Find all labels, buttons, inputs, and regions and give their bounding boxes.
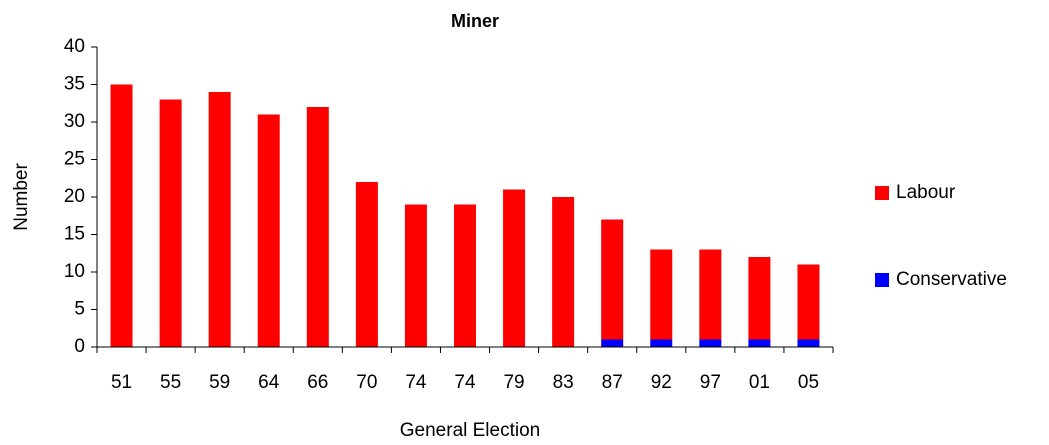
y-tick-label: 15 [64,224,85,245]
bar-segment [208,92,231,347]
bar-segment [748,339,771,347]
bar-segment [797,264,820,340]
x-tick-label: 66 [307,372,328,393]
y-tick-label: 25 [64,149,85,170]
bar-segment [159,99,182,347]
bar-segment [699,249,722,340]
legend-swatch [875,273,889,287]
y-axis-label: Number [11,163,32,231]
y-tick-label: 0 [74,336,85,357]
chart-title: Miner [451,11,499,31]
bar-segment [110,84,133,347]
x-tick-label: 01 [749,372,770,393]
x-tick-label: 55 [160,372,181,393]
bar-segment [503,189,526,347]
bar-segment [454,204,476,347]
bar-segment [552,197,575,347]
legend-label: Labour [896,182,956,203]
bar-segment [650,249,673,340]
x-axis-label: General Election [400,420,540,441]
y-tick-label: 10 [64,261,85,282]
x-tick-label: 59 [209,372,230,393]
bar-segment [404,204,427,347]
y-tick-label: 30 [64,111,85,132]
legend-swatch [875,186,889,200]
x-tick-label: 70 [356,372,377,393]
y-tick-label: 5 [74,299,85,320]
bar-segment [699,339,722,347]
x-tick-label: 51 [111,372,132,393]
bar-segment [257,114,280,347]
y-tick-label: 35 [64,74,85,95]
y-tick-label: 20 [64,186,85,207]
bar-segment [355,182,378,347]
x-tick-label: 64 [258,372,280,393]
y-tick-label: 40 [64,36,85,57]
legend-label: Conservative [896,269,1007,290]
bar-segment [650,339,673,347]
x-tick-label: 79 [503,372,524,393]
x-tick-label: 97 [700,372,721,393]
bar-segment [601,219,624,340]
x-tick-label: 05 [798,372,819,393]
x-tick-label: 74 [405,372,427,393]
bar-segment [797,339,820,347]
x-tick-label: 83 [553,372,574,393]
x-tick-label: 87 [602,372,623,393]
bar-segment [306,107,329,347]
bar-segment [748,257,771,340]
bar-segment [601,339,624,347]
x-tick-label: 92 [651,372,672,393]
x-tick-label: 74 [454,372,476,393]
